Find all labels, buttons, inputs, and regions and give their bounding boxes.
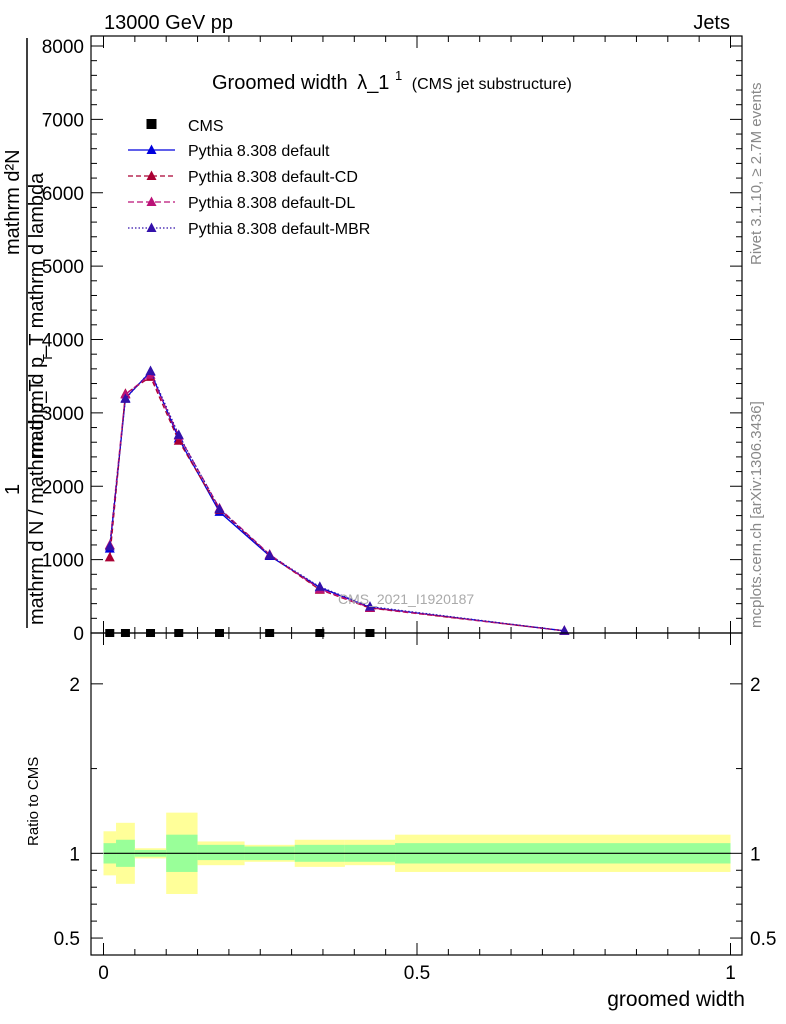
y-tick-label: 2000 (42, 477, 84, 498)
chart-subtitle: (CMS jet substructure) (412, 76, 572, 93)
x-tick-label: 1 (725, 963, 736, 984)
energy-label: 13000 GeV pp (104, 12, 233, 34)
y-label-denom: mathrm d p_T mathrm d lambda (26, 172, 48, 458)
y-label-prefix-denom: mathrm d N / mathrm d p_T (26, 379, 48, 625)
series-point-3 (264, 549, 275, 560)
ratio-tick-label: 2 (69, 675, 80, 696)
legend-label-cms: CMS (188, 118, 224, 135)
ratio-tick-label-right: 1 (750, 844, 761, 865)
legend-marker-cms (146, 119, 157, 129)
y-tick-label: 0 (73, 624, 84, 645)
series-point-3 (173, 429, 184, 439)
title-sup: 1 (395, 68, 402, 83)
y-tick-label: 1000 (42, 551, 84, 572)
ratio-tick-label-right: 0.5 (750, 929, 776, 950)
legend-label-2: Pythia 8.308 default-DL (188, 195, 355, 212)
legend-label-0: Pythia 8.308 default (188, 143, 330, 160)
legend-label-1: Pythia 8.308 default-CD (188, 169, 358, 186)
main-y-label: mathrm d²N mathrm d p_T mathrm d lambda … (2, 38, 55, 628)
legend-marker-3 (146, 222, 157, 232)
chart-title: Groomed width λ_1 1 (CMS jet substructur… (212, 63, 572, 94)
series-point-3 (145, 365, 156, 376)
legend-marker-1 (146, 170, 157, 180)
ratio-tick-label: 1 (69, 844, 80, 865)
x-axis-label: groomed width (607, 988, 745, 1011)
legend-label-3: Pythia 8.308 default-MBR (188, 221, 370, 238)
y-label-prefix-numer: 1 (2, 484, 24, 495)
y-tick-label: 5000 (42, 257, 84, 278)
title-symbol: λ_1 (357, 72, 389, 94)
ratio-y-label: Ratio to CMS (25, 757, 42, 846)
series-point-3 (120, 393, 131, 403)
ratio-tick-label-right: 2 (750, 675, 761, 696)
analysis-watermark: CMS_2021_I1920187 (338, 591, 474, 607)
ratio-tick-label: 0.5 (54, 929, 80, 950)
y-tick-label: 7000 (42, 110, 84, 131)
legend-marker-0 (146, 144, 157, 154)
series-point-1 (104, 551, 115, 562)
series-point-3 (364, 601, 375, 611)
series-point-3 (314, 581, 325, 591)
main-axes: 0 1000 2000 3000 4000 5000 6000 7000 8000 (42, 36, 742, 645)
rivet-label: Rivet 3.1.10, ≥ 2.7M events (748, 83, 765, 266)
title-text: Groomed width (212, 72, 348, 94)
site-label: mcplots.cern.ch [arXiv:1306.3436] (748, 401, 765, 628)
y-label-denom-sub: T (40, 354, 55, 362)
series-point-3 (104, 540, 115, 551)
y-tick-label: 4000 (42, 331, 84, 352)
jets-label: Jets (693, 12, 730, 34)
x-tick-label: 0 (98, 963, 109, 984)
y-tick-label: 6000 (42, 184, 84, 205)
ratio-band-inner (197, 844, 245, 861)
x-tick-label: 0.5 (404, 963, 430, 984)
series-point-3 (214, 503, 225, 513)
main-series (104, 365, 570, 635)
ratio-bands (103, 812, 731, 894)
y-tick-label: 3000 (42, 404, 84, 425)
ratio-plot-frame (90, 632, 743, 956)
y-tick-label: 8000 (42, 37, 84, 58)
legend: CMS Pythia 8.308 default Pythia 8.308 defa… (128, 118, 370, 238)
y-label-numer: mathrm d²N (2, 149, 24, 255)
ratio-axes: 0.5 0.5 1 1 2 2 0 0.5 1 (54, 633, 776, 984)
legend-marker-2 (146, 196, 157, 206)
series-point-1 (173, 435, 184, 445)
